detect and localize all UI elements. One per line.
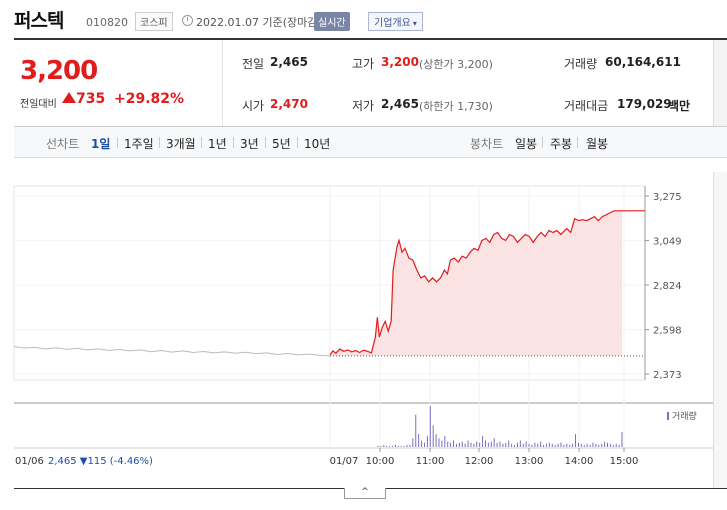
side-scroll-panel[interactable]: [713, 40, 727, 126]
tab-separator: [265, 137, 266, 148]
x-tick-label: 15:00: [610, 456, 639, 467]
tab-separator: [577, 137, 578, 148]
y-tick-label: 2,824: [653, 281, 682, 292]
tab-separator: [297, 137, 298, 148]
chevron-down-icon: ▾: [412, 19, 417, 28]
market-badge: 코스피: [135, 12, 173, 31]
x-tick-label: 11:00: [416, 456, 445, 467]
tab-5-year[interactable]: 5년: [272, 137, 291, 151]
stock-code: 010820: [86, 16, 128, 29]
tab-1-week[interactable]: 1주일: [124, 137, 154, 151]
tab-3-month[interactable]: 3개월: [166, 137, 196, 151]
y-tick-label: 3,049: [653, 237, 682, 248]
today-price-line: [329, 210, 622, 356]
tab-1-year[interactable]: 1년: [208, 137, 227, 151]
tab-10-year[interactable]: 10년: [304, 137, 331, 151]
low-value: 2,465: [381, 97, 419, 111]
open-value: 2,470: [270, 97, 308, 111]
up-arrow-icon: [62, 92, 76, 103]
high-value: 3,200: [381, 55, 419, 69]
side-panel-lower: [713, 172, 727, 488]
summary-divider: [222, 40, 223, 126]
prev-close-label: 전일: [242, 57, 265, 71]
low-label: 저가: [352, 99, 375, 113]
realtime-button[interactable]: 실시간: [314, 12, 350, 31]
tab-separator: [201, 137, 202, 148]
prev-day-line: [13, 346, 331, 357]
tab-daily-candle[interactable]: 일봉: [515, 137, 538, 151]
company-overview-dropdown[interactable]: 기업개요 ▾: [368, 12, 423, 31]
date-text: 2022.01.07 기준(장마감): [196, 14, 322, 30]
summary-bottom-divider: [14, 126, 727, 127]
current-price: 3,200: [20, 56, 98, 86]
tab-separator: [117, 137, 118, 148]
x-tick-label: 10:00: [366, 456, 395, 467]
today-area-fill: [330, 210, 622, 356]
trade-value: 179,029: [617, 97, 672, 111]
line-chart-label: 선차트: [46, 137, 80, 151]
upper-limit: (상한가 3,200): [419, 58, 493, 71]
prev-day-summary: 2,465 ▼115 (-4.46%): [48, 456, 153, 467]
x-tick-label: 01/07: [330, 456, 359, 467]
stock-name: 퍼스텍: [14, 10, 64, 32]
x-tick-label: 12:00: [465, 456, 494, 467]
y-tick-label: 2,598: [653, 326, 682, 337]
trade-value-unit: 백만: [668, 99, 691, 113]
trade-value-label: 거래대금: [564, 99, 609, 113]
chart-tab-bar: [14, 127, 727, 158]
x-tick-label: 01/06: [15, 456, 44, 467]
chevron-up-icon: ^: [361, 487, 369, 497]
tab-separator: [159, 137, 160, 148]
change-rate: +29.82%: [114, 91, 185, 107]
x-tick-label: 14:00: [565, 456, 594, 467]
collapse-button[interactable]: ^: [344, 488, 386, 499]
price-chart[interactable]: 3,275 3,049 2,824 2,598 2,373 거래량 01/06 01/07 10…: [0, 160, 713, 485]
y-tick-label: 3,275: [653, 192, 682, 203]
volume-label: 거래량: [564, 57, 598, 71]
company-overview-label: 기업개요: [374, 18, 411, 29]
tab-separator: [233, 137, 234, 148]
y-tick-label: 2,373: [653, 370, 682, 381]
volume-legend-swatch: [667, 412, 669, 420]
volume-legend-label: 거래량: [672, 410, 697, 422]
tab-separator: [542, 137, 543, 148]
tab-weekly-candle[interactable]: 주봉: [550, 137, 573, 151]
change-value: 735: [76, 91, 106, 107]
tab-3-year[interactable]: 3년: [240, 137, 259, 151]
high-label: 고가: [352, 57, 375, 71]
volume-value: 60,164,611: [605, 55, 681, 69]
tab-1-day[interactable]: 1일: [91, 137, 111, 151]
clock-icon: [182, 15, 193, 26]
change-label: 전일대비: [20, 99, 57, 110]
header-divider: [14, 38, 727, 40]
date-suffix: 기준(장마감): [262, 16, 322, 29]
date-value: 2022.01.07: [196, 16, 259, 29]
x-tick-label: 13:00: [515, 456, 544, 467]
prev-close-value: 2,465: [270, 55, 308, 69]
tab-monthly-candle[interactable]: 월봉: [586, 137, 609, 151]
open-label: 시가: [242, 99, 265, 113]
candle-chart-label: 봉차트: [470, 137, 504, 151]
lower-limit: (하한가 1,730): [419, 100, 493, 113]
